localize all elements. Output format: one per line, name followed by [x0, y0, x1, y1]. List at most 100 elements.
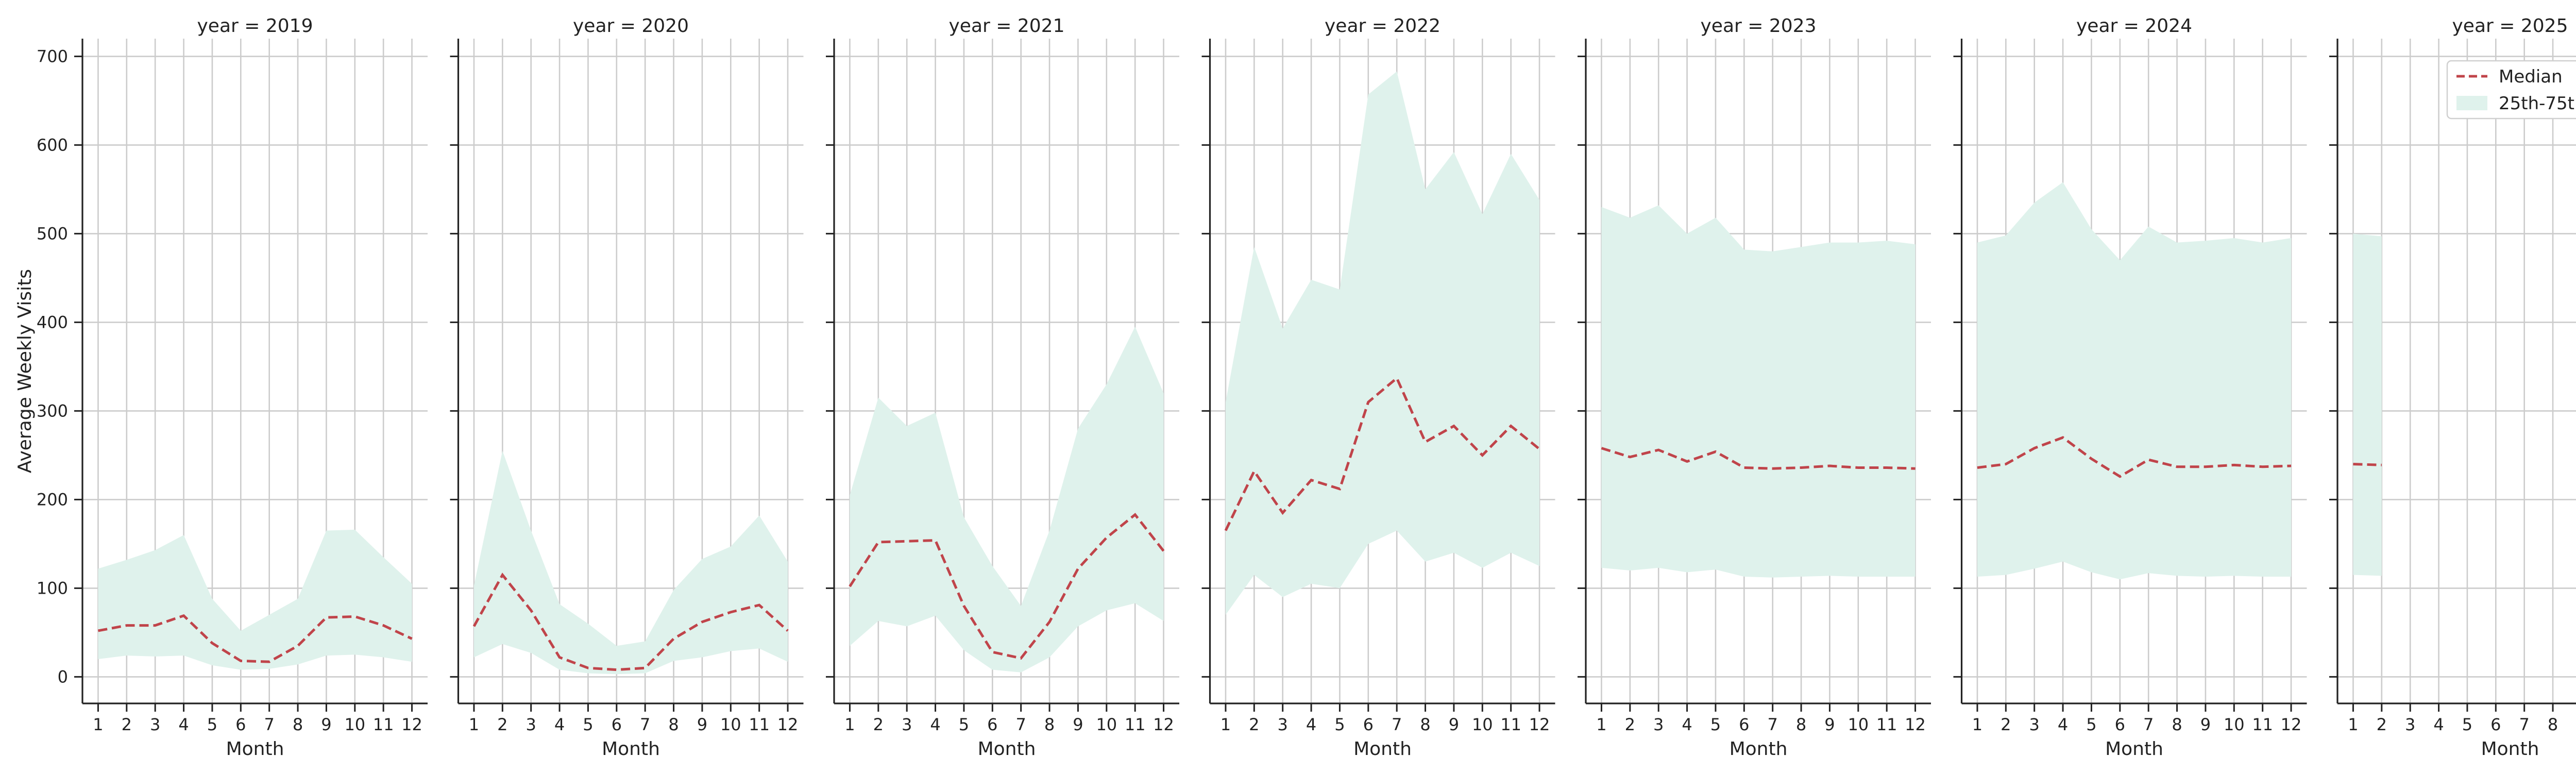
x-tick-label: 7	[264, 715, 275, 734]
x-tick-label: 5	[2086, 715, 2096, 734]
x-tick-label: 4	[2433, 715, 2444, 734]
x-tick-label: 5	[1334, 715, 1345, 734]
x-tick-label: 4	[930, 715, 940, 734]
x-tick-label: 5	[207, 715, 217, 734]
legend: Median 25th-75th Percentile	[2446, 60, 2576, 120]
median-line-2019	[97, 614, 413, 663]
percentile-band-2019	[98, 529, 412, 670]
x-tick-label: 5	[959, 715, 969, 734]
x-tick-label: 1	[844, 715, 855, 734]
x-tick-label: 1	[469, 715, 479, 734]
x-axis-label: Month	[226, 738, 284, 760]
panel-title: year = 2021	[949, 15, 1065, 37]
x-tick-label: 8	[668, 715, 679, 734]
x-tick-label: 11	[1125, 715, 1146, 734]
x-tick-label: 4	[554, 715, 565, 734]
x-axis-label: Month	[2481, 738, 2539, 760]
x-tick-label: 6	[987, 715, 997, 734]
x-tick-label: 10	[1848, 715, 1869, 734]
panel-title: year = 2019	[197, 15, 313, 37]
median-line-2023	[1601, 447, 1916, 470]
x-tick-label: 3	[1653, 715, 1664, 734]
y-tick-label: 200	[37, 490, 68, 509]
percentile-band-2021	[850, 327, 1164, 673]
x-tick-label: 9	[697, 715, 707, 734]
x-tick-label: 10	[1472, 715, 1493, 734]
percentile-band-2022	[1225, 71, 1540, 615]
x-tick-label: 11	[749, 715, 770, 734]
percentile-band-2020	[473, 450, 788, 675]
panel-title: year = 2020	[573, 15, 689, 37]
y-tick-label: 700	[37, 46, 68, 66]
x-tick-label: 2	[2377, 715, 2387, 734]
x-tick-label: 4	[2058, 715, 2068, 734]
x-tick-label: 8	[1420, 715, 1430, 734]
x-tick-label: 11	[1876, 715, 1897, 734]
x-tick-label: 7	[2143, 715, 2154, 734]
x-tick-label: 1	[93, 715, 103, 734]
y-tick-label: 300	[37, 401, 68, 421]
median-line-2020	[472, 573, 789, 671]
x-tick-label: 4	[1306, 715, 1316, 734]
x-tick-label: 10	[720, 715, 741, 734]
panel-title: year = 2023	[1701, 15, 1817, 37]
x-tick-label: 12	[1529, 715, 1550, 734]
x-tick-label: 2	[873, 715, 884, 734]
x-tick-label: 3	[150, 715, 160, 734]
x-tick-label: 8	[1044, 715, 1055, 734]
x-tick-label: 12	[1905, 715, 1926, 734]
y-tick-label: 400	[37, 312, 68, 332]
x-tick-label: 6	[1739, 715, 1749, 734]
x-tick-label: 9	[1449, 715, 1459, 734]
x-tick-label: 6	[235, 715, 246, 734]
x-tick-label: 3	[2029, 715, 2040, 734]
x-tick-label: 6	[2115, 715, 2125, 734]
x-tick-label: 11	[2252, 715, 2273, 734]
x-tick-label: 2	[1249, 715, 1259, 734]
x-tick-label: 5	[583, 715, 593, 734]
panel-title: year = 2025	[2452, 15, 2568, 37]
x-tick-label: 6	[2490, 715, 2501, 734]
y-tick-label: 100	[37, 578, 68, 598]
median-line-2022	[1224, 376, 1540, 531]
legend-band-swatch	[2456, 96, 2487, 110]
x-axis-label: Month	[2105, 738, 2163, 760]
x-tick-label: 1	[1596, 715, 1606, 734]
panel-title: year = 2022	[1325, 15, 1440, 37]
x-tick-label: 4	[178, 715, 189, 734]
x-tick-label: 7	[1768, 715, 1778, 734]
x-tick-label: 3	[1278, 715, 1288, 734]
y-tick-label: 600	[37, 135, 68, 155]
x-tick-label: 2	[122, 715, 132, 734]
y-axis-label: Average Weekly Visits	[14, 269, 36, 473]
x-tick-label: 2	[2001, 715, 2011, 734]
x-tick-label: 12	[777, 715, 799, 734]
legend-label: 25th-75th Percentile	[2499, 93, 2576, 114]
x-tick-label: 7	[640, 715, 650, 734]
x-tick-label: 12	[2281, 715, 2302, 734]
x-tick-label: 11	[373, 715, 394, 734]
x-tick-label: 9	[2200, 715, 2211, 734]
median-line-2021	[849, 513, 1165, 660]
x-tick-label: 12	[1153, 715, 1174, 734]
x-tick-label: 9	[321, 715, 331, 734]
x-tick-label: 10	[2224, 715, 2245, 734]
x-tick-label: 12	[401, 715, 422, 734]
x-tick-label: 8	[2172, 715, 2182, 734]
median-line-2024	[1977, 436, 2292, 478]
x-tick-label: 6	[612, 715, 622, 734]
legend-label: Median	[2499, 66, 2563, 87]
x-tick-label: 4	[1682, 715, 1692, 734]
y-tick-label: 0	[58, 667, 68, 686]
x-tick-label: 5	[2462, 715, 2472, 734]
median-line-2025	[2353, 463, 2382, 466]
